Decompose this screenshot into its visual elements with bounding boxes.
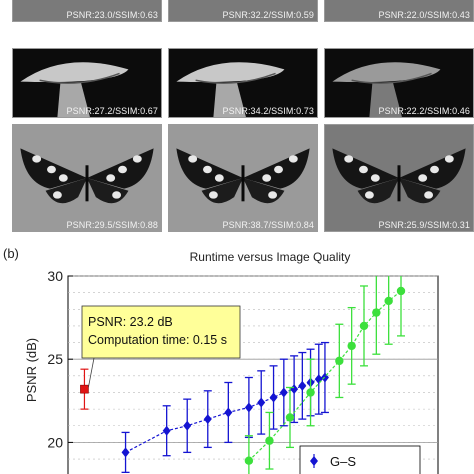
data-point [162, 425, 171, 436]
data-point [183, 420, 192, 431]
mushroom-cap [176, 62, 285, 83]
thumbnail-top: PSNR:23.0/SSIM:0.63 [12, 0, 162, 22]
chart-title: Runtime versus Image Quality [189, 250, 351, 264]
legend-marker [310, 456, 318, 466]
data-point [257, 397, 266, 408]
data-point [224, 407, 233, 418]
annotation-text: PSNR: 23.2 dB [88, 315, 173, 329]
legend-label: G–S [330, 454, 356, 469]
annotation-text: Computation time: 0.15 s [88, 333, 227, 347]
annotation-leader [88, 357, 95, 388]
thumbnail-caption: PSNR:25.9/SSIM:0.31 [378, 220, 470, 230]
data-point [285, 413, 295, 422]
data-point [244, 456, 254, 465]
y-tick-label: 20 [47, 434, 63, 450]
thumbnail-caption: PSNR:32.2/SSIM:0.59 [222, 10, 314, 20]
y-tick-label: 30 [47, 268, 63, 284]
thumbnail-image [169, 49, 317, 117]
thumbnail-image [325, 49, 473, 117]
data-point [269, 392, 278, 403]
thumbnail-butterfly: PSNR:29.5/SSIM:0.88 [12, 124, 162, 232]
y-tick-label: 25 [47, 351, 63, 367]
data-point [359, 321, 369, 331]
thumbnail-caption: PSNR:38.7/SSIM:0.84 [222, 220, 314, 230]
data-point [244, 402, 253, 413]
panel-label-b: (b) [3, 246, 19, 261]
data-point [203, 414, 212, 425]
thumbnail-mushroom: PSNR:34.2/SSIM:0.73 [168, 48, 318, 118]
data-point [384, 296, 393, 306]
thumbnail-image [13, 0, 161, 21]
mushroom-stem [213, 83, 246, 117]
data-point [121, 447, 130, 458]
thumbnail-caption: PSNR:34.2/SSIM:0.73 [222, 106, 314, 116]
thumbnail-butterfly: PSNR:38.7/SSIM:0.84 [168, 124, 318, 232]
thumbnail-image [13, 49, 161, 117]
thumbnail-image [325, 125, 473, 231]
thumbnail-caption: PSNR:27.2/SSIM:0.67 [66, 106, 158, 116]
mushroom-cap [20, 62, 129, 83]
mushroom-stem [57, 83, 90, 117]
thumbnail-butterfly: PSNR:25.9/SSIM:0.31 [324, 124, 474, 232]
data-point [335, 356, 344, 366]
plot-marks [80, 276, 406, 474]
data-point [372, 308, 381, 317]
data-point [279, 387, 288, 398]
thumbnail-image [13, 125, 161, 231]
data-point [347, 341, 356, 351]
annotation-point [80, 384, 89, 394]
data-point [265, 436, 274, 445]
thumbnail-top: PSNR:32.2/SSIM:0.59 [168, 0, 318, 22]
thumbnail-mushroom: PSNR:22.2/SSIM:0.46 [324, 48, 474, 118]
thumbnail-image [169, 0, 317, 21]
thumbnail-image [169, 125, 317, 231]
thumbnail-top: PSNR:22.0/SSIM:0.43 [324, 0, 474, 22]
runtime-quality-chart: 20 25 30 PSNR (dB) PSNR: 23.2 dB Computation … [24, 268, 439, 474]
data-point [290, 384, 299, 395]
data-point [306, 388, 315, 397]
thumbnail-caption: PSNR:23.0/SSIM:0.63 [66, 10, 158, 20]
legend-box [299, 445, 421, 474]
data-point [396, 286, 406, 296]
mushroom-stem [369, 83, 402, 117]
thumbnail-caption: PSNR:22.2/SSIM:0.46 [378, 106, 470, 116]
thumbnail-caption: PSNR:29.5/SSIM:0.88 [66, 220, 158, 230]
thumbnail-caption: PSNR:22.0/SSIM:0.43 [378, 10, 470, 20]
data-point [298, 380, 307, 391]
y-axis-label: PSNR (dB) [24, 338, 39, 402]
thumbnail-mushroom: PSNR:27.2/SSIM:0.67 [12, 48, 162, 118]
annotation-box [81, 305, 241, 359]
thumbnail-image [325, 0, 473, 21]
mushroom-cap [332, 62, 441, 83]
panel-a-image-grid: PSNR:23.0/SSIM:0.63 PSNR:32.2/SSIM:0.59 PS… [12, 0, 474, 232]
